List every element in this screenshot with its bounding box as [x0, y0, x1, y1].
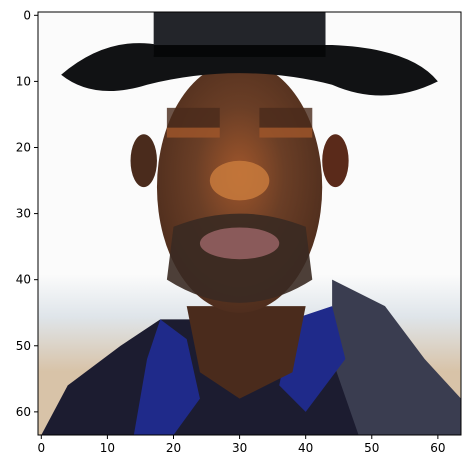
hat-crown	[153, 12, 326, 55]
x-tick-label: 40	[298, 441, 313, 455]
y-tick-label: 60	[16, 405, 31, 419]
y-tick-label: 40	[16, 273, 31, 287]
y-tick-label: 0	[23, 8, 31, 22]
eye-left	[166, 107, 220, 128]
mouth	[199, 227, 280, 260]
x-tick-label: 30	[232, 441, 247, 455]
nose	[209, 160, 270, 201]
shirt-right-shadow	[332, 279, 461, 435]
y-tick-label: 30	[16, 207, 31, 221]
collar-left	[133, 319, 200, 435]
ear-right	[322, 134, 349, 188]
x-axis: 0 10 20 30 40 50 60	[37, 435, 446, 455]
eye-right	[259, 107, 313, 128]
y-axis: 0 10 20 30 40 50 60	[16, 8, 38, 419]
y-tick-label: 20	[16, 140, 31, 154]
x-tick-label: 50	[364, 441, 379, 455]
cheek-left	[166, 127, 220, 138]
x-tick-label: 20	[166, 441, 181, 455]
neck	[186, 306, 306, 399]
x-tick-label: 60	[430, 441, 445, 455]
hat-band	[153, 45, 326, 57]
pixel-image	[38, 12, 461, 435]
ear-left	[130, 134, 157, 188]
axes-frame	[37, 11, 462, 436]
y-tick-label: 50	[16, 339, 31, 353]
x-tick-label: 10	[100, 441, 115, 455]
x-tick-label: 0	[37, 441, 45, 455]
cheek-right	[259, 127, 313, 138]
y-tick-label: 10	[16, 74, 31, 88]
